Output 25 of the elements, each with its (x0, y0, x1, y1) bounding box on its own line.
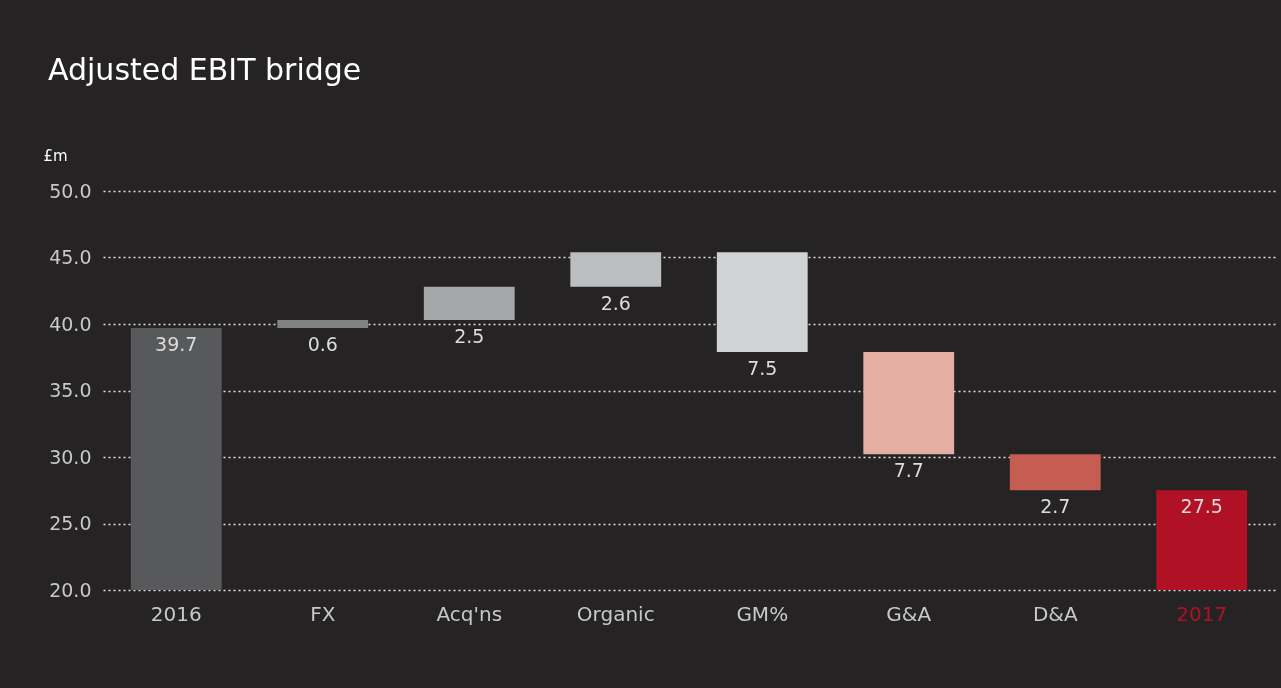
x-tick-label: GM% (736, 601, 789, 626)
data-label: 7.7 (893, 459, 924, 482)
x-tick-label: G&A (886, 601, 932, 626)
x-tick-label: D&A (1032, 601, 1078, 626)
data-label: 7.5 (747, 356, 778, 379)
y-axis-title: £m (43, 146, 68, 165)
x-tick-label: FX (310, 601, 336, 626)
y-tick-label: 20.0 (49, 578, 92, 601)
data-label: 39.7 (155, 332, 198, 355)
data-label: 2.5 (454, 325, 485, 348)
y-tick-label: 40.0 (49, 312, 92, 335)
x-tick-label: 2016 (150, 601, 202, 626)
x-tick-label: Organic (576, 601, 655, 626)
data-label: 27.5 (1180, 495, 1223, 518)
y-tick-label: 35.0 (49, 379, 92, 401)
x-tick-label: 2017 (1176, 601, 1228, 626)
y-tick-label: 30.0 (49, 445, 92, 468)
data-label: 2.6 (600, 291, 631, 314)
y-tick-label: 25.0 (49, 512, 92, 534)
chart-title: Adjusted EBIT bridge (48, 52, 362, 87)
y-tick-label: 50.0 (49, 179, 92, 202)
x-tick-label: Acq'ns (436, 601, 503, 626)
data-label: 2.7 (1040, 495, 1071, 518)
data-label: 0.6 (307, 332, 338, 355)
y-tick-label: 45.0 (49, 246, 92, 268)
